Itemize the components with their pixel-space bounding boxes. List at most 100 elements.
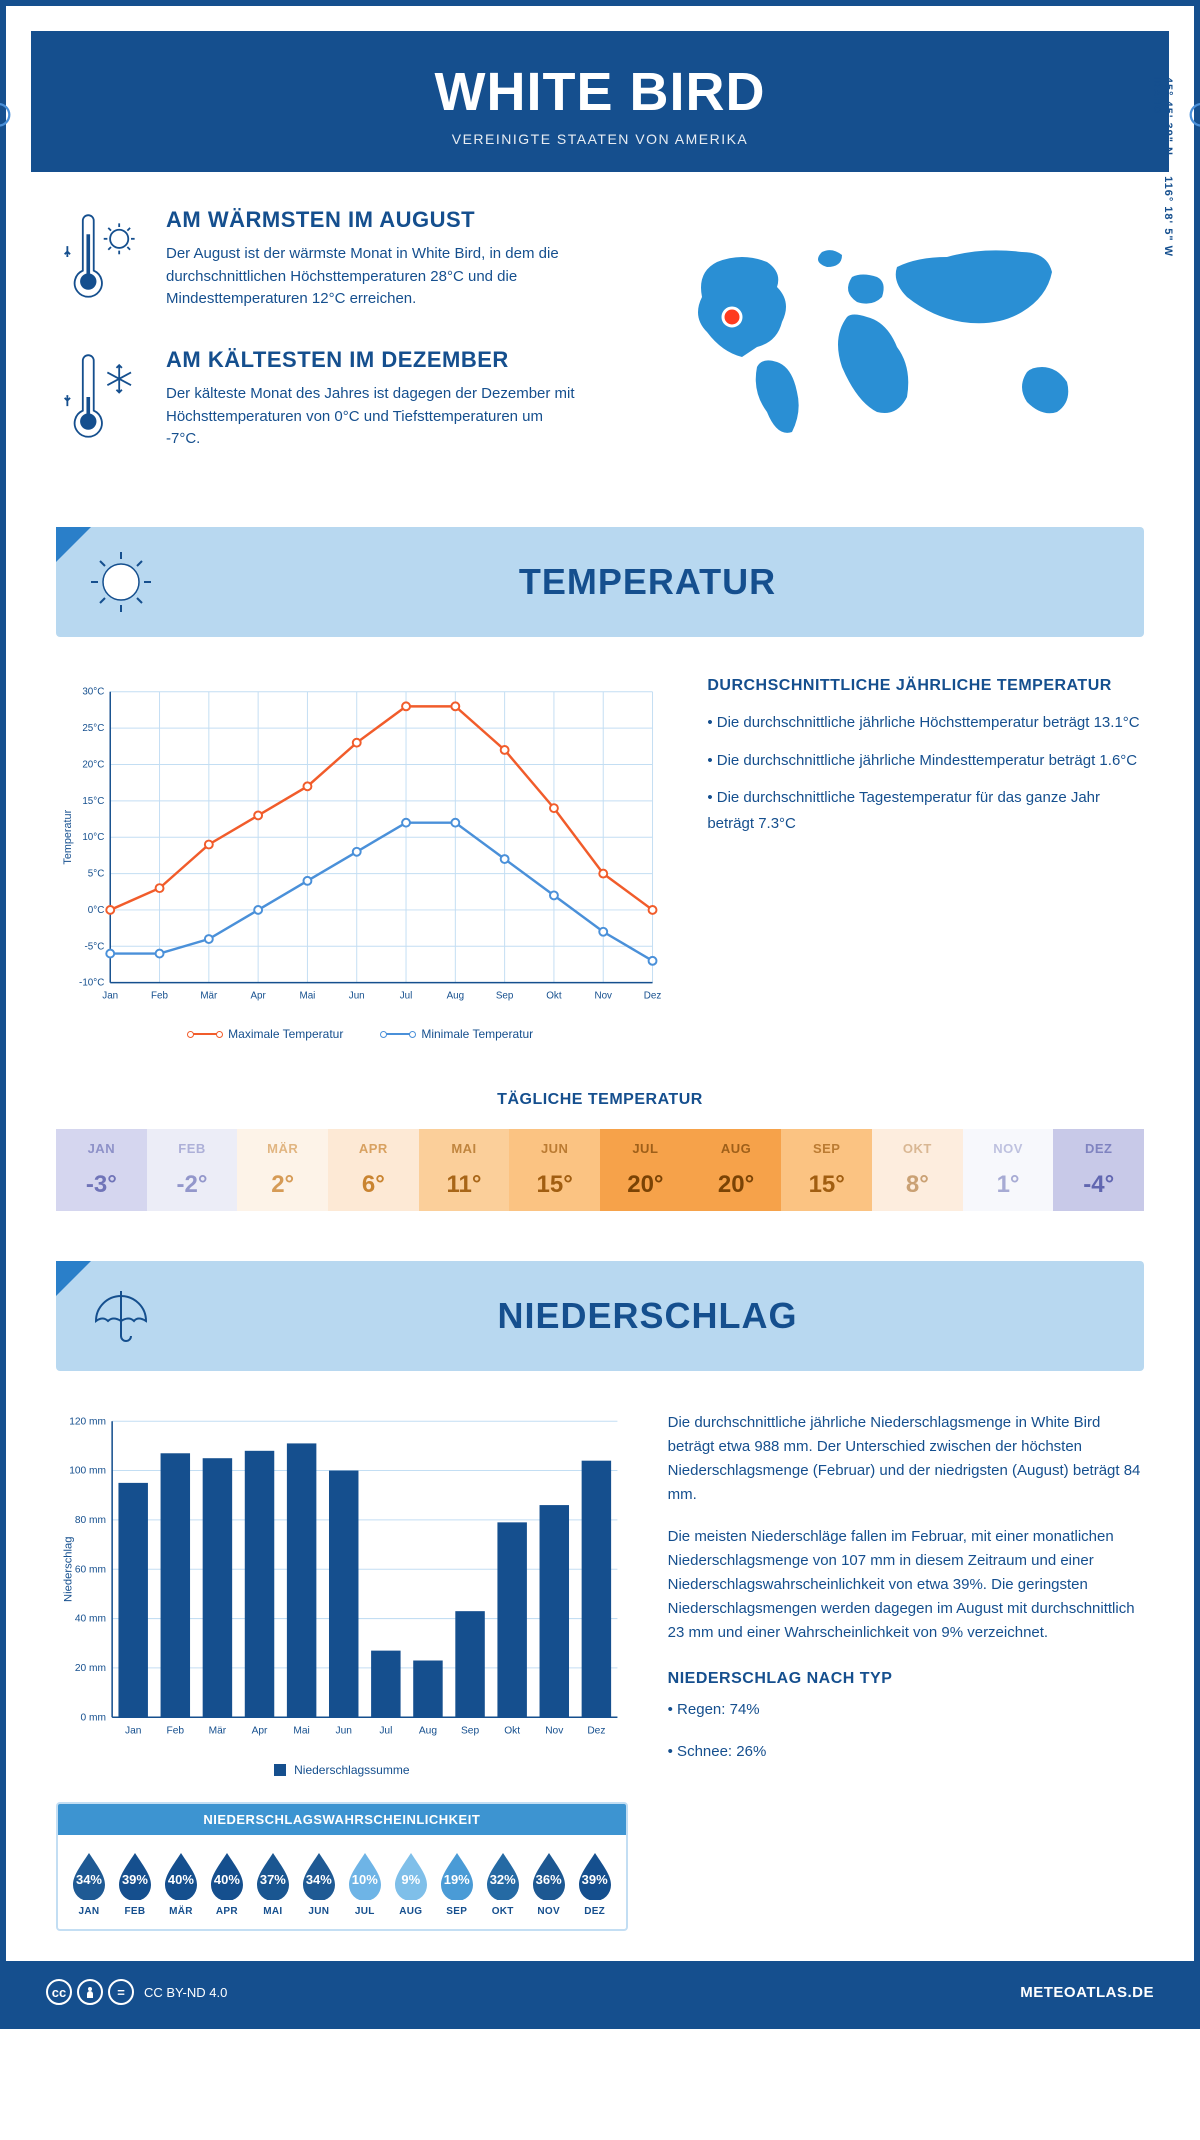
svg-text:Mär: Mär: [209, 1726, 227, 1737]
daily-temperature-table: JAN-3°FEB-2°MÄR2°APR6°MAI11°JUN15°JUL20°…: [56, 1129, 1144, 1211]
daily-temp-cell: NOV1°: [963, 1129, 1054, 1211]
svg-text:Jun: Jun: [349, 990, 365, 1001]
svg-text:30°C: 30°C: [82, 687, 104, 698]
svg-text:Apr: Apr: [252, 1726, 268, 1737]
svg-text:Mai: Mai: [299, 990, 315, 1001]
thermometer-snow-icon: [56, 347, 146, 452]
coldest-text: Der kälteste Monat des Jahres ist dagege…: [166, 383, 580, 451]
svg-text:Nov: Nov: [545, 1726, 564, 1737]
svg-text:Okt: Okt: [546, 990, 562, 1001]
daily-temp-cell: JUN15°: [509, 1129, 600, 1211]
svg-text:Jul: Jul: [379, 1726, 392, 1737]
probability-drop: 40% MÄR: [160, 1850, 202, 1917]
svg-text:Dez: Dez: [644, 990, 662, 1001]
coldest-title: AM KÄLTESTEN IM DEZEMBER: [166, 347, 580, 373]
warmest-title: AM WÄRMSTEN IM AUGUST: [166, 207, 580, 233]
svg-text:Jul: Jul: [400, 990, 413, 1001]
precipitation-bar-chart: 0 mm 20 mm 40 mm 60 mm 80 mm 100 mm 120 mm Jan F…: [56, 1411, 628, 1748]
temperature-legend: Maximale Temperatur Minimale Temperatur: [56, 1027, 667, 1041]
license-label: CC BY-ND 4.0: [144, 1985, 227, 2000]
daily-temp-cell: AUG20°: [691, 1129, 782, 1211]
svg-text:20 mm: 20 mm: [75, 1663, 106, 1674]
precipitation-banner: NIEDERSCHLAG: [56, 1261, 1144, 1371]
daily-temp-cell: SEP15°: [781, 1129, 872, 1211]
svg-text:Aug: Aug: [419, 1726, 437, 1737]
daily-temp-cell: DEZ-4°: [1053, 1129, 1144, 1211]
avg-temp-info: • Die durchschnittliche Tagestemperatur …: [707, 785, 1144, 836]
svg-text:Jan: Jan: [102, 990, 118, 1001]
warmest-text: Der August ist der wärmste Monat in Whit…: [166, 243, 580, 311]
svg-text:Sep: Sep: [461, 1726, 479, 1737]
svg-text:10°C: 10°C: [82, 832, 104, 843]
precipitation-text: Die meisten Niederschläge fallen im Febr…: [668, 1525, 1144, 1645]
daily-temp-cell: JUL20°: [600, 1129, 691, 1211]
header-banner: WHITE BIRD VEREINIGTE STAATEN VON AMERIK…: [31, 31, 1169, 172]
temperature-banner: TEMPERATUR: [56, 527, 1144, 637]
probability-drop: 32% OKT: [482, 1850, 524, 1917]
probability-drop: 9% AUG: [390, 1850, 432, 1917]
probability-drop: 34% JUN: [298, 1850, 340, 1917]
svg-text:Mai: Mai: [293, 1726, 309, 1737]
svg-text:Nov: Nov: [594, 990, 612, 1001]
svg-text:Mär: Mär: [200, 990, 218, 1001]
precipitation-probability-box: NIEDERSCHLAGSWAHRSCHEINLICHKEIT 34% JAN …: [56, 1802, 628, 1931]
daily-temp-cell: JAN-3°: [56, 1129, 147, 1211]
svg-text:Apr: Apr: [250, 990, 266, 1001]
svg-text:80 mm: 80 mm: [75, 1515, 106, 1526]
probability-title: NIEDERSCHLAGSWAHRSCHEINLICHKEIT: [58, 1804, 626, 1835]
svg-text:Feb: Feb: [167, 1726, 185, 1737]
precipitation-content: 0 mm 20 mm 40 mm 60 mm 80 mm 100 mm 120 mm Jan F…: [6, 1371, 1194, 1961]
probability-drop: 39% FEB: [114, 1850, 156, 1917]
svg-text:120 mm: 120 mm: [69, 1417, 106, 1428]
precipitation-by-type: • Regen: 74%: [668, 1698, 1144, 1722]
svg-text:60 mm: 60 mm: [75, 1565, 106, 1576]
daily-temp-cell: OKT8°: [872, 1129, 963, 1211]
warmest-block: AM WÄRMSTEN IM AUGUST Der August ist der…: [56, 207, 580, 312]
site-name: METEOATLAS.DE: [1020, 1984, 1154, 2001]
info-section: AM WÄRMSTEN IM AUGUST Der August ist der…: [6, 207, 1194, 527]
daily-temp-cell: MÄR2°: [237, 1129, 328, 1211]
svg-text:Jun: Jun: [336, 1726, 352, 1737]
probability-drop: 40% APR: [206, 1850, 248, 1917]
svg-text:0°C: 0°C: [88, 905, 105, 916]
wind-icon-right: [1179, 54, 1200, 149]
coordinates: 45° 45' 39" N — 116° 18' 5" W IDAHO: [1151, 77, 1174, 257]
daily-temp-cell: APR6°: [328, 1129, 419, 1211]
probability-drop: 36% NOV: [528, 1850, 570, 1917]
svg-text:15°C: 15°C: [82, 796, 104, 807]
precipitation-section-title: NIEDERSCHLAG: [181, 1295, 1114, 1337]
daily-temp-cell: FEB-2°: [147, 1129, 238, 1211]
svg-text:40 mm: 40 mm: [75, 1614, 106, 1625]
thermometer-sun-icon: [56, 207, 146, 312]
precipitation-by-type: • Schnee: 26%: [668, 1740, 1144, 1764]
daily-temp-title: TÄGLICHE TEMPERATUR: [6, 1091, 1194, 1109]
temperature-section-title: TEMPERATUR: [181, 561, 1114, 603]
svg-text:Sep: Sep: [496, 990, 514, 1001]
footer: cc = CC BY-ND 4.0 METEOATLAS.DE: [6, 1961, 1194, 2023]
svg-text:Jan: Jan: [125, 1726, 141, 1737]
location-subtitle: VEREINIGTE STAATEN VON AMERIKA: [51, 131, 1149, 147]
probability-drop: 37% MAI: [252, 1850, 294, 1917]
svg-text:-10°C: -10°C: [79, 978, 104, 989]
cc-license-icons: cc =: [46, 1979, 134, 2005]
infographic-container: WHITE BIRD VEREINIGTE STAATEN VON AMERIK…: [0, 0, 1200, 2029]
probability-drop: 34% JAN: [68, 1850, 110, 1917]
svg-text:Okt: Okt: [504, 1726, 520, 1737]
precipitation-by-type-title: NIEDERSCHLAG NACH TYP: [668, 1670, 1144, 1688]
precipitation-text: Die durchschnittliche jährliche Niedersc…: [668, 1411, 1144, 1507]
svg-text:Dez: Dez: [587, 1726, 605, 1737]
svg-text:Feb: Feb: [151, 990, 168, 1001]
location-title: WHITE BIRD: [51, 61, 1149, 123]
probability-drop: 19% SEP: [436, 1850, 478, 1917]
sun-icon: [86, 547, 156, 617]
svg-text:20°C: 20°C: [82, 759, 104, 770]
svg-text:Niederschlag: Niederschlag: [62, 1537, 74, 1602]
svg-text:0 mm: 0 mm: [81, 1713, 106, 1724]
svg-text:Temperatur: Temperatur: [62, 809, 74, 864]
temperature-content: -10°C-5°C0°C5°C10°C15°C20°C25°C30°CJanFe…: [6, 637, 1194, 1071]
precipitation-legend: Niederschlagssumme: [56, 1763, 628, 1777]
probability-drop: 39% DEZ: [574, 1850, 616, 1917]
avg-temp-heading: DURCHSCHNITTLICHE JÄHRLICHE TEMPERATUR: [707, 677, 1144, 695]
daily-temp-cell: MAI11°: [419, 1129, 510, 1211]
svg-text:100 mm: 100 mm: [69, 1466, 106, 1477]
